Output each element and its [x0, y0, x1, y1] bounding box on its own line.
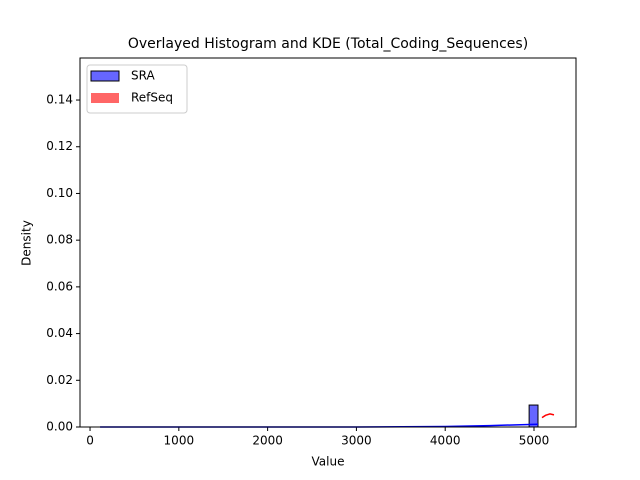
x-tick-label: 5000 [519, 434, 550, 448]
chart-title: Overlayed Histogram and KDE (Total_Codin… [128, 36, 528, 52]
legend-swatch [91, 93, 119, 103]
x-axis-label: Value [312, 455, 345, 469]
y-tick-label: 0.10 [46, 186, 73, 200]
y-tick-label: 0.04 [46, 326, 73, 340]
legend-label: RefSeq [131, 91, 173, 105]
legend-swatch [90, 70, 120, 82]
x-tick-label: 0 [86, 434, 94, 448]
x-tick-label: 4000 [430, 434, 461, 448]
y-tick-label: 0.08 [46, 233, 73, 247]
y-tick-label: 0.12 [46, 139, 73, 153]
y-tick-label: 0.06 [46, 279, 73, 293]
x-tick-label: 3000 [341, 434, 372, 448]
y-tick-label: 0.00 [46, 420, 73, 434]
y-tick-label: 0.14 [46, 93, 73, 107]
legend-label: SRA [131, 69, 155, 83]
x-tick-label: 1000 [164, 434, 195, 448]
y-axis-label: Density [20, 220, 34, 266]
kde-line [541, 413, 555, 419]
x-tick-label: 2000 [252, 434, 283, 448]
y-tick-label: 0.02 [46, 373, 73, 387]
plot-frame [79, 57, 577, 428]
